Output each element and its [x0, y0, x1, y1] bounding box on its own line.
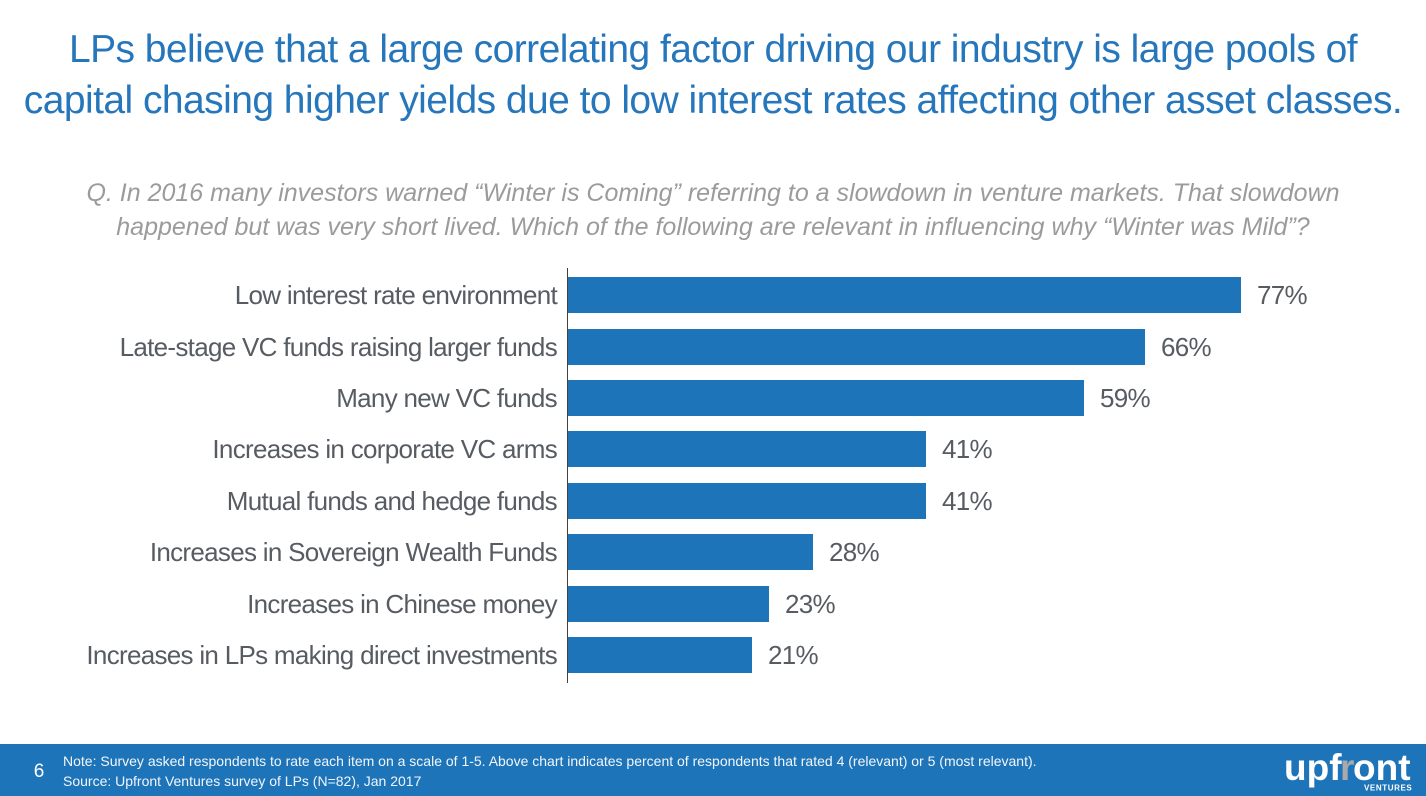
svg-text:VENTURES: VENTURES: [1364, 784, 1412, 793]
svg-text:r: r: [1340, 747, 1354, 788]
svg-text:upf: upf: [1284, 747, 1342, 788]
svg-text:ont: ont: [1353, 747, 1411, 788]
